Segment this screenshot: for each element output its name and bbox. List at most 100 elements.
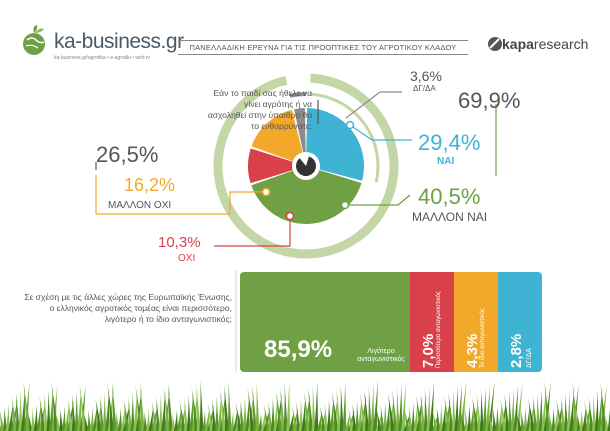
grass-blade	[43, 393, 48, 431]
grass-blade	[600, 382, 607, 431]
grass-blade	[0, 411, 5, 431]
grass-blade	[156, 397, 161, 431]
grass-blade	[191, 386, 199, 431]
grass-blade	[485, 384, 491, 431]
grass-blade	[454, 386, 459, 431]
grass-blade	[51, 381, 59, 431]
grass-blade	[135, 384, 143, 431]
grass-blade	[291, 405, 298, 431]
grass-blade	[436, 407, 441, 431]
grass-blade	[432, 410, 439, 431]
grass-blade	[594, 391, 599, 431]
grass-blade	[242, 397, 247, 431]
grass-blade	[336, 388, 342, 431]
grass-blade	[33, 405, 38, 431]
grass-blade	[319, 406, 326, 431]
donut-slice-3	[251, 109, 303, 162]
grass-blade	[260, 410, 266, 431]
grass-blade	[280, 386, 286, 431]
slice-probably-yes-label: ΜΑΛΛΟΝ ΝΑΙ	[412, 210, 488, 224]
kapa-research-logo: kaparesearch	[502, 36, 589, 52]
grass-blade	[344, 413, 350, 431]
grass-blade	[252, 385, 257, 431]
grass-blade	[5, 404, 10, 431]
slice-probably-no-value: 16,2%	[124, 175, 176, 195]
grass-blade	[513, 385, 519, 431]
grass-blade	[495, 406, 500, 431]
grass-blade	[20, 386, 25, 431]
grass-blade	[117, 408, 122, 431]
grass-blade	[308, 387, 314, 431]
grass-blade	[102, 392, 107, 431]
bar-label-less-competitive: Λιγότερο ανταγωνιστικός	[357, 348, 405, 363]
grass-blade	[476, 393, 482, 431]
grass-blade	[355, 401, 359, 431]
grass-blade	[411, 403, 416, 431]
grass-blade	[448, 392, 454, 431]
grass-blade	[520, 410, 525, 431]
grass-blade	[324, 403, 329, 431]
grass-blade	[566, 390, 571, 431]
total-no-value: 26,5%	[96, 142, 159, 167]
grass-blade	[258, 413, 263, 431]
grass-blade	[395, 387, 400, 431]
leader-dot-no	[285, 211, 295, 221]
grass-blade	[167, 382, 173, 431]
grass-blade	[18, 389, 23, 431]
grass-blade	[560, 396, 566, 431]
grass-blade	[413, 400, 418, 431]
grass-blade	[592, 394, 597, 431]
grass-blade	[273, 395, 278, 431]
grass-blade	[286, 380, 291, 431]
grass-blade	[189, 392, 194, 431]
donut-slice-1	[251, 170, 362, 224]
leader-probably-no	[95, 175, 266, 215]
grass-blade	[383, 402, 388, 431]
grass-blade	[151, 400, 158, 431]
grass-blade	[214, 396, 219, 431]
grass-blade	[499, 397, 507, 431]
grass-blade	[536, 392, 541, 431]
leader-probably-yes	[345, 194, 411, 206]
leader-dgda	[345, 91, 402, 119]
bar-value-dgda: 2,8%	[508, 333, 525, 368]
grass-blade	[74, 391, 79, 431]
grass-blade	[359, 392, 367, 431]
grass-blade	[415, 394, 423, 431]
grass-blade	[553, 405, 558, 431]
grass-blade	[370, 383, 375, 431]
grass-blade	[525, 404, 530, 431]
grass-blade	[548, 411, 553, 431]
grass-blade	[460, 411, 467, 431]
slice-dgda-label: ΔΓ/ΔΑ	[413, 84, 436, 93]
grass-blade	[364, 389, 370, 431]
grass-blade	[176, 407, 182, 431]
grass-blade	[296, 402, 301, 431]
leader-dot-probably-yes	[340, 200, 350, 210]
grass-blade	[339, 385, 344, 431]
grass-blade	[572, 381, 579, 431]
grass-blade	[451, 389, 456, 431]
grass-blade	[148, 406, 154, 431]
grass-blade	[288, 411, 294, 431]
grass-blade	[111, 380, 117, 431]
grass-blade	[527, 398, 535, 431]
grass-blade	[515, 382, 523, 431]
grass-blade	[223, 384, 229, 431]
grass-blade	[115, 411, 120, 431]
grass-blade	[217, 393, 222, 431]
grass-blade	[576, 412, 581, 431]
grass-blade	[488, 412, 495, 431]
grass-blade	[504, 394, 510, 431]
grass-blade	[77, 388, 82, 431]
grass-blade	[375, 408, 382, 431]
stacked-bar: 85,9% Λιγότερο ανταγωνιστικός 7,0% Περισ…	[240, 272, 550, 376]
bar-value-same-competitive: 4,3%	[464, 333, 481, 368]
grass-blade	[36, 402, 42, 431]
grass-blade	[23, 380, 31, 431]
grass-blade	[64, 403, 70, 431]
grass-blade	[263, 404, 270, 431]
grass-blade	[67, 397, 74, 431]
grass-blade	[105, 389, 110, 431]
question-1-text: Εάν το παιδί σας ήθελε να γίνει αγρότης …	[207, 88, 312, 131]
